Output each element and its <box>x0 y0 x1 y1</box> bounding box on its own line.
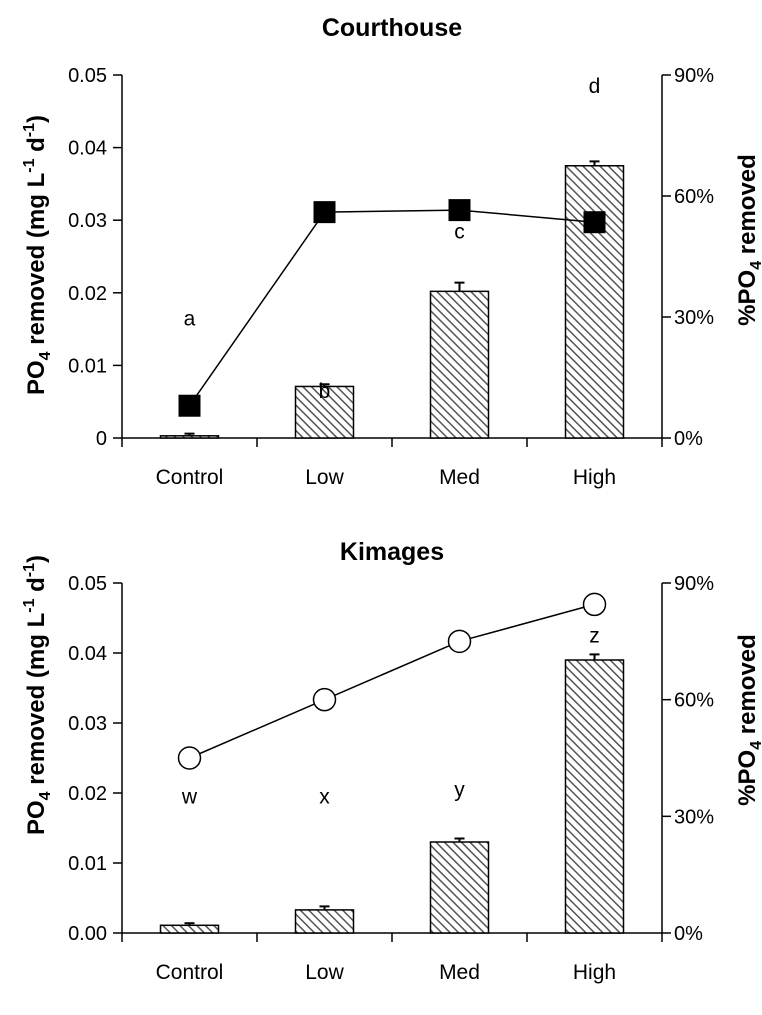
y-axis-label-right: %PO4 removed <box>734 154 762 326</box>
x-tick-label: High <box>573 961 616 984</box>
y-tick-label-left: 0.04 <box>68 138 107 160</box>
y-tick-label-right: 60% <box>674 690 714 712</box>
chart-title: Kimages <box>340 538 444 566</box>
y-tick-label-left: 0.01 <box>68 853 107 875</box>
bar <box>294 909 355 934</box>
percent-marker <box>447 629 472 654</box>
x-tick-label: Med <box>439 961 480 984</box>
x-tick-label: Control <box>156 466 224 489</box>
y-axis-label-right: %PO4 removed <box>734 634 762 806</box>
bar <box>159 924 220 934</box>
y-tick-label-left: 0.04 <box>68 643 107 665</box>
significance-letter: w <box>181 786 198 809</box>
x-tick-label: Low <box>305 466 344 489</box>
significance-letter: a <box>184 307 196 330</box>
y-tick-label-right: 0% <box>674 923 703 945</box>
chart-title: Courthouse <box>322 14 462 42</box>
bar <box>294 385 355 439</box>
y-tick-label-right: 90% <box>674 65 714 87</box>
y-tick-label-left: 0 <box>96 428 107 450</box>
bar <box>429 841 490 934</box>
significance-letter: d <box>589 75 601 98</box>
y-tick-label-left: 0.05 <box>68 65 107 87</box>
significance-letter: y <box>454 779 465 802</box>
bar <box>159 435 220 439</box>
bar <box>429 290 490 439</box>
y-tick-label-right: 0% <box>674 428 703 450</box>
y-tick-label-left: 0.03 <box>68 210 107 232</box>
y-tick-label-right: 30% <box>674 806 714 828</box>
significance-letter: x <box>319 786 330 809</box>
bar <box>564 165 625 439</box>
percent-marker <box>583 211 606 234</box>
y-tick-label-right: 30% <box>674 307 714 329</box>
y-tick-label-left: 0.03 <box>68 713 107 735</box>
bar <box>564 659 625 934</box>
percent-marker <box>582 592 607 617</box>
y-tick-label-right: 90% <box>674 573 714 595</box>
x-tick-label: High <box>573 466 616 489</box>
percent-line <box>189 603 595 759</box>
y-tick-label-left: 0.02 <box>68 283 107 305</box>
percent-marker <box>178 394 201 417</box>
y-tick-label-right: 60% <box>674 186 714 208</box>
percent-marker <box>313 201 336 224</box>
kimages-panel: Kimages PO4 removed (mg L-1 d-1) %PO4 re… <box>21 538 762 984</box>
percent-marker <box>312 687 337 712</box>
y-axis-label-left: PO4 removed (mg L-1 d-1) <box>21 115 54 395</box>
percent-marker <box>177 746 202 770</box>
x-tick-label: Low <box>305 961 344 984</box>
y-tick-label-left: 0.05 <box>68 573 107 595</box>
percent-line <box>188 209 595 407</box>
significance-letter: c <box>454 220 465 243</box>
courthouse-panel: Courthouse PO4 removed (mg L-1 d-1) %PO4… <box>21 14 762 489</box>
x-tick-label: Control <box>156 961 224 984</box>
y-tick-label-left: 0.01 <box>68 355 107 377</box>
percent-marker <box>448 199 471 222</box>
significance-letter: b <box>319 380 331 403</box>
y-tick-label-left: 0.00 <box>68 923 107 945</box>
y-tick-label-left: 0.02 <box>68 783 107 805</box>
y-axis-label-left: PO4 removed (mg L-1 d-1) <box>21 555 54 835</box>
significance-letter: z <box>589 625 600 648</box>
x-tick-label: Med <box>439 466 480 489</box>
